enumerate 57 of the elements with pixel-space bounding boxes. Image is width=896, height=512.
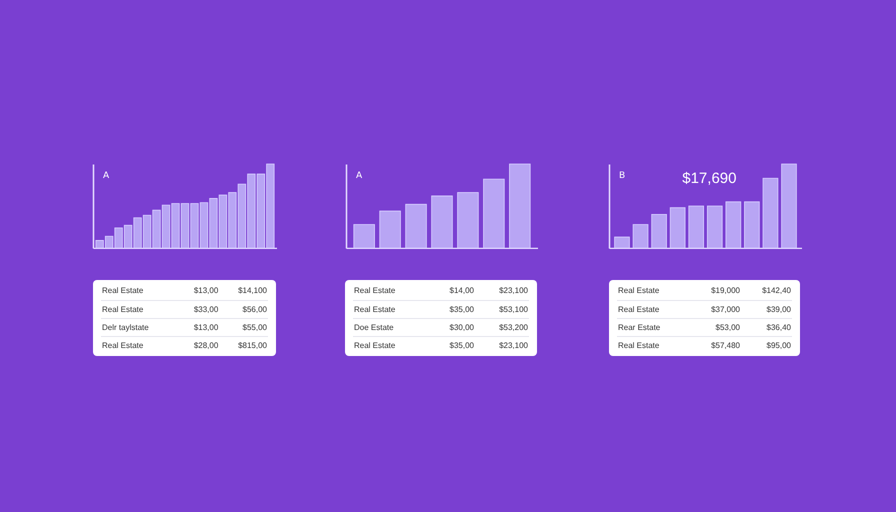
bar <box>614 236 630 248</box>
text: $815,00 <box>237 340 268 352</box>
bar <box>405 204 427 248</box>
text: $142,40 <box>740 282 792 300</box>
text: $19,000 <box>690 282 741 300</box>
annotation: A <box>103 171 110 181</box>
text: Real Estate <box>353 340 396 352</box>
text: $53,00 <box>690 318 741 336</box>
text: Real Estate <box>353 282 429 300</box>
text: Real Estate <box>101 282 178 300</box>
bar <box>670 207 686 248</box>
text: $35,00 <box>428 300 475 318</box>
text: $28,00 <box>192 340 220 352</box>
bar <box>744 201 760 248</box>
annotation: B <box>619 171 626 181</box>
text: $13,00 <box>178 282 220 300</box>
bar <box>457 192 479 248</box>
text: $13,00 <box>178 318 220 336</box>
bar <box>726 201 742 248</box>
text: $53,100 <box>474 300 529 318</box>
bar <box>651 214 667 248</box>
bar <box>706 206 723 248</box>
text: $56,00 <box>219 300 268 318</box>
text: Doe Estate <box>353 318 429 336</box>
text: $53,200 <box>474 318 529 336</box>
bar <box>762 178 778 248</box>
text: $37,000 <box>690 300 741 318</box>
text: $95,00 <box>766 340 792 352</box>
text: $14,100 <box>219 282 268 300</box>
text: $14,00 <box>428 282 475 300</box>
text: Real Estate <box>353 300 429 318</box>
bar <box>431 196 453 248</box>
text: $30,00 <box>428 318 475 336</box>
text: Real Estate <box>617 340 660 352</box>
bar <box>483 178 505 248</box>
bar <box>688 206 704 248</box>
annotation: $17,690 <box>682 170 736 187</box>
bar <box>509 164 531 248</box>
text: Real Estate <box>101 340 144 352</box>
bar <box>379 210 401 248</box>
bar <box>781 164 797 248</box>
text: $33,00 <box>178 300 220 318</box>
text: $35,00 <box>448 340 475 352</box>
bar <box>632 224 648 248</box>
text: Real Estate <box>617 300 690 318</box>
annotation: A <box>356 171 363 181</box>
text: Real Estate <box>101 300 178 318</box>
text: $55,00 <box>219 318 268 336</box>
text: Rear Estate <box>617 318 690 336</box>
text: $23,100 <box>474 282 529 300</box>
text: $57,480 <box>710 340 741 352</box>
text: Delr taylstate <box>101 318 178 336</box>
text: $39,00 <box>740 300 792 318</box>
text: $23,100 <box>498 340 529 352</box>
bar <box>353 224 375 248</box>
text: $36,40 <box>740 318 792 336</box>
text: Real Estate <box>617 282 690 300</box>
